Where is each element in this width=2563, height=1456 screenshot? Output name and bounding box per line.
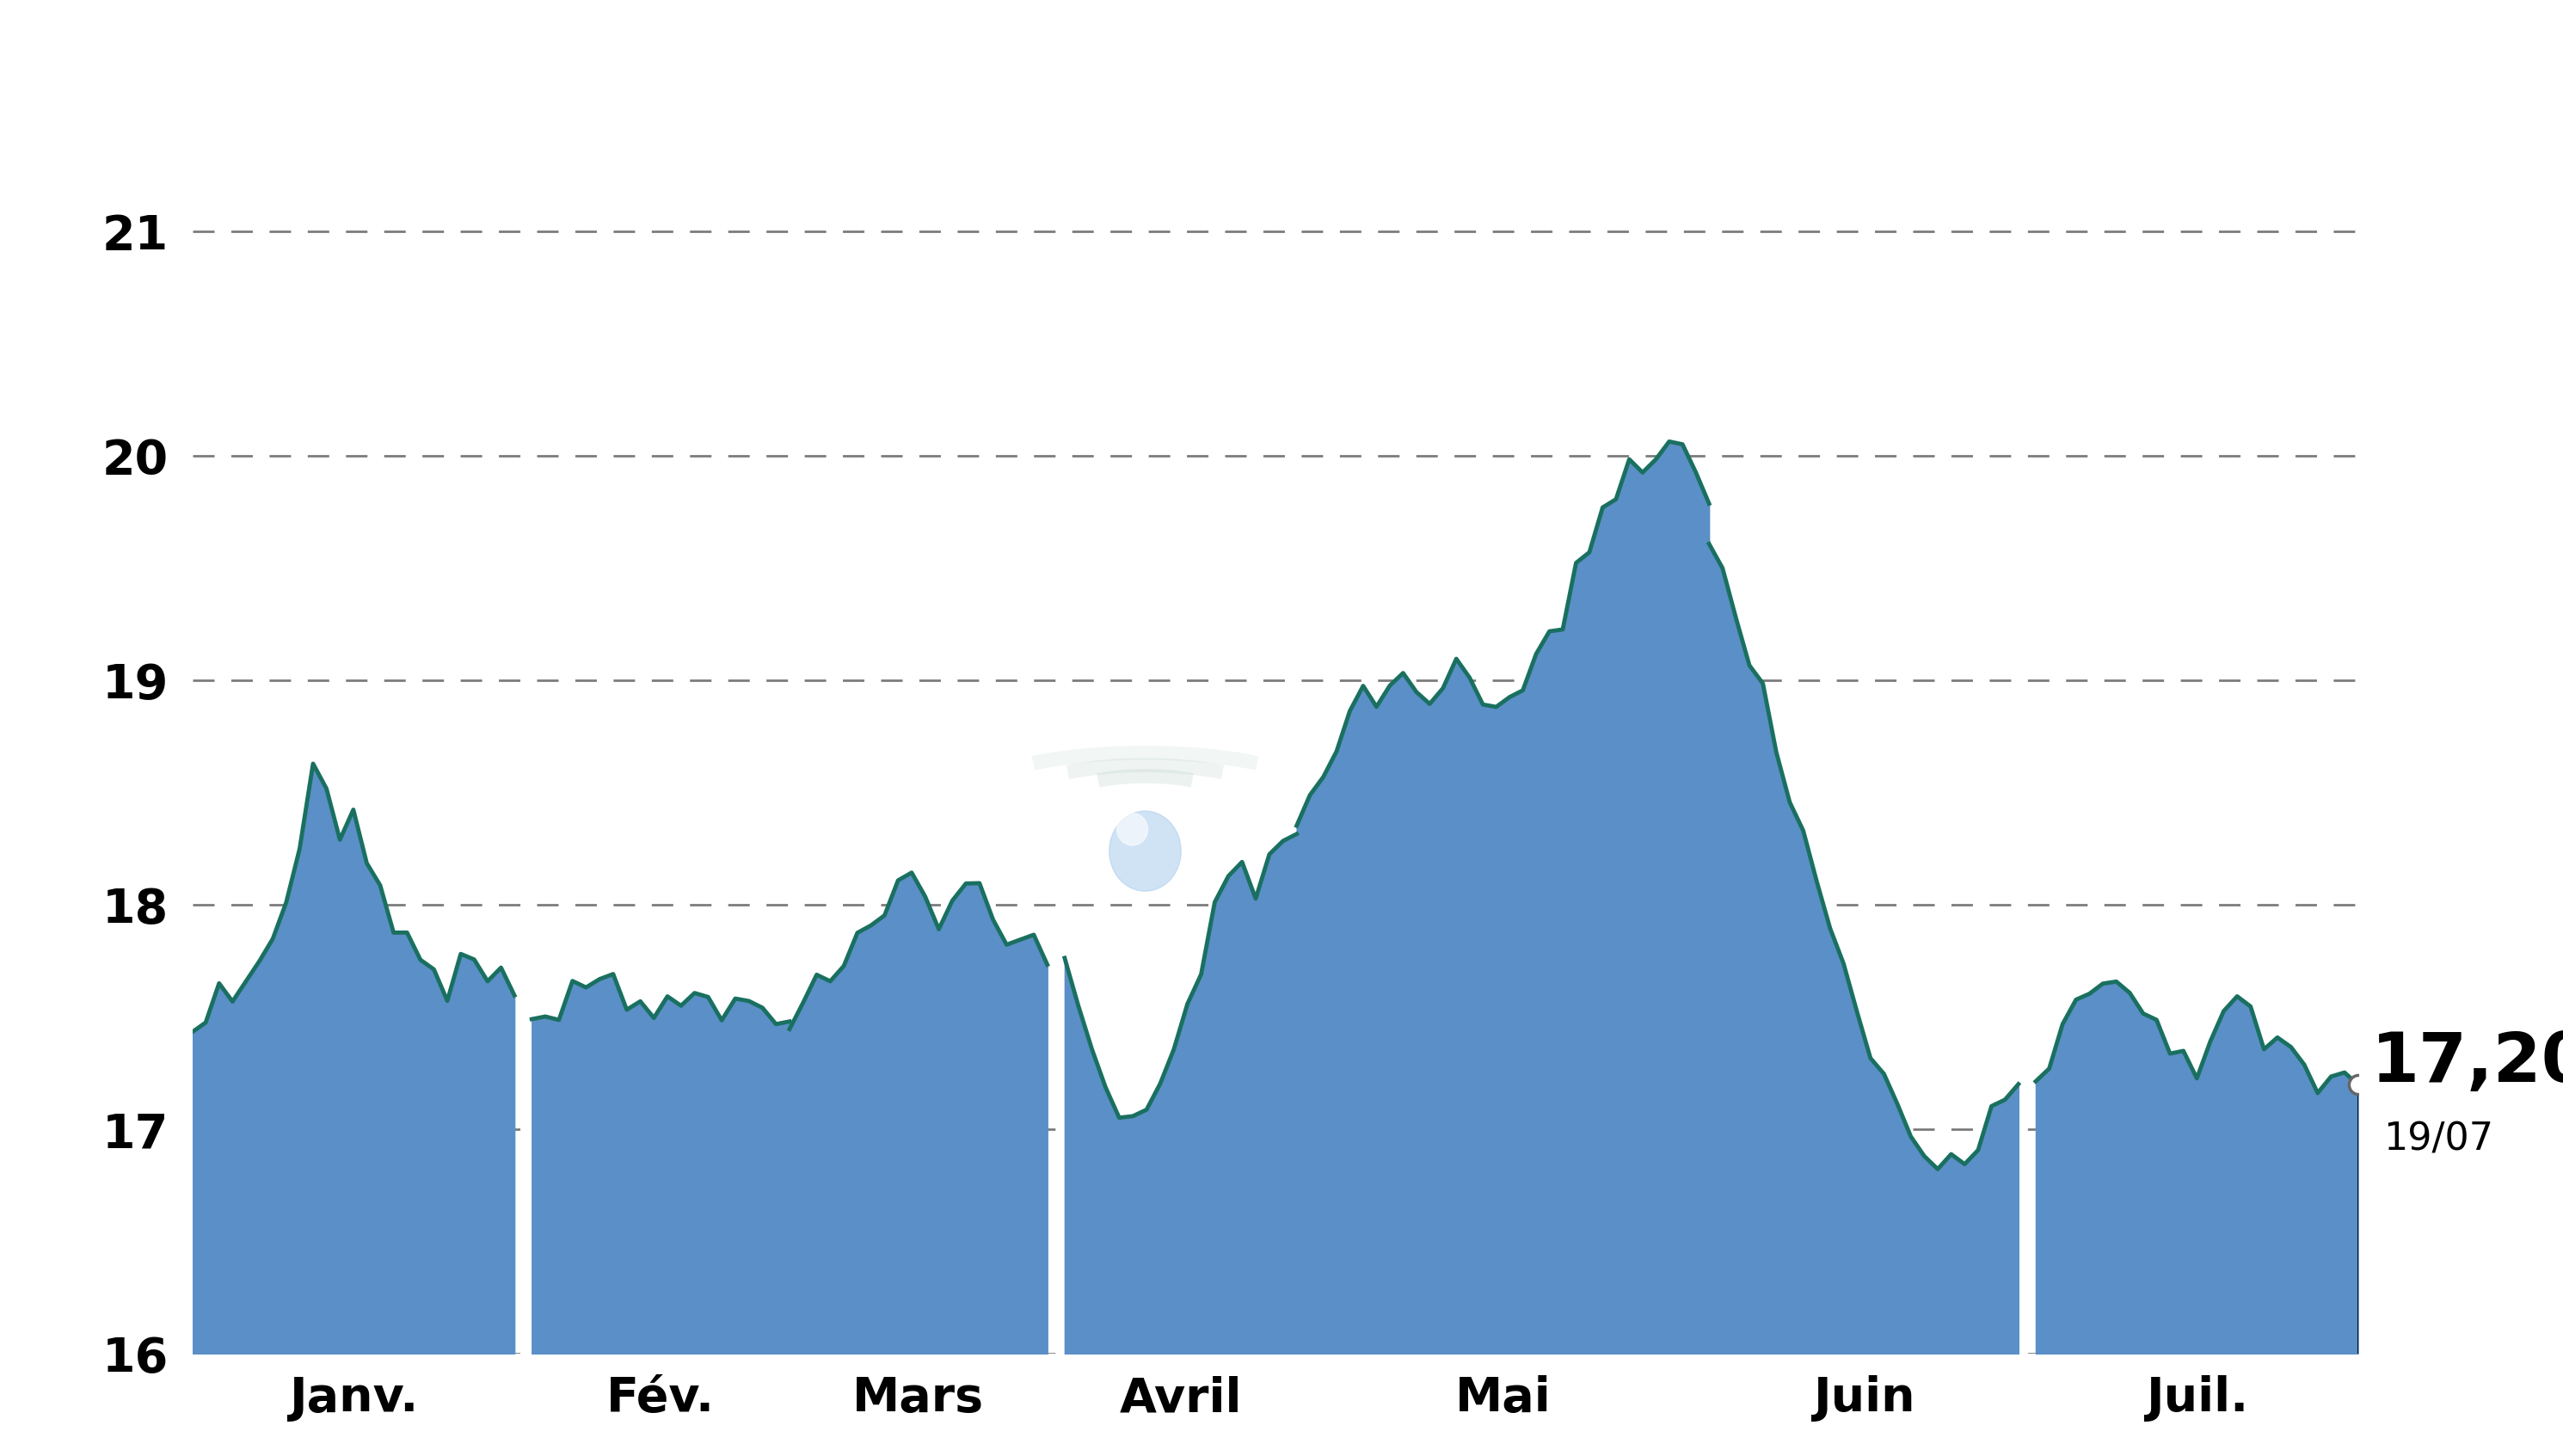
Text: 17,20: 17,20 — [2371, 1029, 2563, 1096]
Text: 19/07: 19/07 — [2384, 1121, 2494, 1158]
Text: CRCAM BRIE PIC2CCI: CRCAM BRIE PIC2CCI — [654, 0, 1909, 105]
